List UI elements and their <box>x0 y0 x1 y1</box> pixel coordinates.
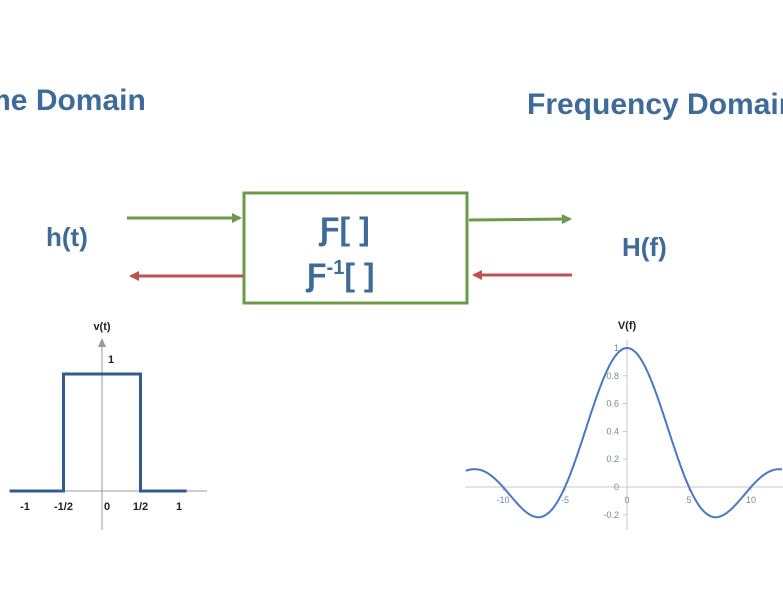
rect-y-axis-arrowhead <box>98 338 106 347</box>
inverse-transform-exponent: -1 <box>327 257 345 279</box>
sinc-chart: -10 -5 5 10 0 -0.2 0 0.2 0.4 0.6 0.8 1 V(f) <box>465 320 783 530</box>
rect-pulse-chart: v(t) 1 -1 -1/2 0 1/2 1 <box>9 321 207 530</box>
rect-x-tick-label: 1/2 <box>133 501 148 513</box>
sinc-y-tick-label: 0.2 <box>606 454 619 464</box>
sinc-x-tick-label: -10 <box>496 495 509 505</box>
sinc-y-tick-label: 1 <box>614 343 619 353</box>
sinc-y-tick-label: 0.8 <box>606 371 619 381</box>
sinc-y-tick-label: 0.4 <box>606 426 619 436</box>
forward-transform-operator: Ƒ[ ] <box>318 211 370 247</box>
sinc-x-tick-label: -5 <box>561 495 569 505</box>
inverse-transform-symbol: Ƒ <box>305 257 327 293</box>
sinc-x-tick-label: 0 <box>624 495 629 505</box>
sinc-y-tick-label: -0.2 <box>603 510 619 520</box>
frequency-domain-heading: Frequency Domain <box>527 88 783 121</box>
sinc-x-tick-label: 5 <box>686 495 691 505</box>
transform-box <box>242 191 469 305</box>
rect-y-tick-label: 1 <box>108 354 114 366</box>
frequency-signal-label: H(f) <box>622 232 667 262</box>
rect-x-tick-label: 0 <box>104 501 110 513</box>
inverse-transform-brackets: [ ] <box>344 257 374 293</box>
rect-x-tick-label: 1 <box>176 501 182 513</box>
forward-output-arrow <box>468 214 572 225</box>
rect-y-label: v(t) <box>93 321 110 333</box>
sinc-y-tick-label: 0 <box>614 482 619 492</box>
time-signal-label: h(t) <box>46 222 88 252</box>
sinc-y-label: V(f) <box>618 320 637 332</box>
sinc-x-tick-label: 10 <box>746 495 756 505</box>
rect-x-tick-label: -1/2 <box>54 501 73 513</box>
rect-pulse-line <box>9 372 187 493</box>
sinc-y-tick-label: 0.6 <box>606 399 619 409</box>
rect-x-tick-label: -1 <box>20 501 30 513</box>
time-domain-heading: Time Domain <box>0 84 146 117</box>
sinc-curve <box>465 346 783 519</box>
inverse-transform-operator: Ƒ-1[ ] <box>305 257 375 293</box>
